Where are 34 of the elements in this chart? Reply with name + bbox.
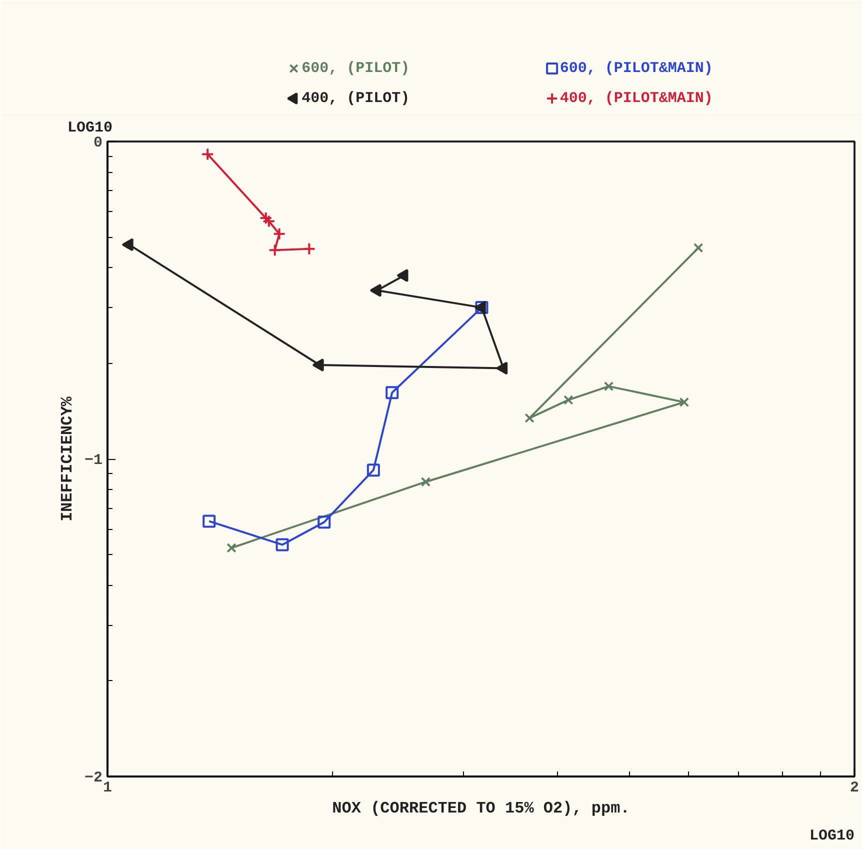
point bbox=[396, 268, 408, 282]
point bbox=[268, 244, 282, 257]
point bbox=[386, 386, 399, 400]
point bbox=[475, 301, 488, 314]
point bbox=[201, 148, 214, 161]
x-axis-title: NOX (CORRECTED TO 15% O2), ppm. bbox=[332, 800, 630, 818]
point bbox=[496, 362, 508, 375]
y-tick-label: −2 bbox=[84, 770, 103, 786]
point bbox=[226, 543, 236, 553]
point bbox=[259, 212, 272, 225]
point bbox=[524, 413, 534, 423]
point bbox=[420, 476, 431, 487]
text: LOG10 bbox=[809, 828, 855, 844]
legend-label: 400, (PILOT&MAIN) bbox=[560, 90, 713, 107]
legend-label: 600, (PILOT) bbox=[302, 60, 410, 77]
point bbox=[272, 227, 286, 240]
point bbox=[693, 242, 704, 253]
x-tick-label: 2 bbox=[850, 780, 860, 796]
point bbox=[679, 397, 690, 408]
text: LOG10 bbox=[68, 120, 113, 136]
x-tick-label: 1 bbox=[103, 780, 112, 796]
point bbox=[202, 514, 216, 528]
y-tick-label: 0 bbox=[94, 134, 103, 152]
point bbox=[262, 214, 276, 228]
point bbox=[366, 464, 380, 477]
point bbox=[302, 242, 316, 256]
legend-label: 400, (PILOT) bbox=[302, 90, 410, 107]
point bbox=[564, 395, 574, 405]
point bbox=[604, 381, 614, 392]
y-axis-title: INEFFICIENCY% bbox=[58, 396, 76, 522]
point bbox=[318, 516, 331, 529]
y-tick-label: −1 bbox=[84, 452, 103, 469]
legend-label: 600, (PILOT&MAIN) bbox=[560, 60, 713, 77]
point bbox=[276, 538, 289, 552]
